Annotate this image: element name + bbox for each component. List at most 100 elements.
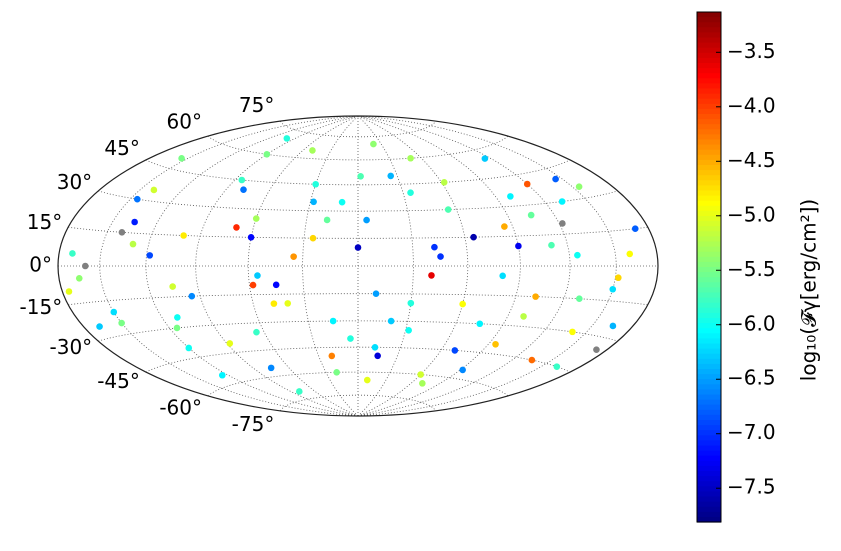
data-point (218, 371, 226, 379)
data-point (363, 216, 370, 224)
colorbar-segment (697, 363, 721, 370)
data-point (333, 369, 340, 376)
data-point (329, 317, 337, 325)
colorbar-segment (697, 170, 721, 176)
y-tick-label: -30° (50, 335, 93, 359)
colorbar-segment (697, 22, 721, 28)
colorbar-segment (697, 175, 721, 181)
data-point (180, 232, 187, 239)
colorbar-segment (697, 185, 721, 192)
data-point (387, 317, 395, 325)
colorbar-segment (697, 241, 721, 248)
colorbar-segment (697, 369, 721, 375)
colorbar-segment (697, 465, 721, 472)
data-point (118, 319, 125, 327)
data-point (238, 176, 246, 184)
data-point (129, 240, 137, 248)
data-point (312, 180, 319, 188)
colorbar-segment (697, 435, 721, 441)
colorbar-segment (697, 83, 721, 90)
colorbar-segment (697, 195, 721, 202)
colorbar-segment (697, 297, 721, 304)
data-point (131, 218, 138, 226)
data-point (626, 250, 634, 258)
colorbar-segment (697, 323, 721, 329)
data-point (437, 253, 444, 260)
colorbar-segment (697, 358, 721, 365)
data-point (440, 179, 448, 186)
data-point (309, 234, 317, 242)
colorbar-segment (697, 134, 721, 141)
data-point (552, 175, 559, 183)
colorbar-segment (697, 404, 721, 411)
colorbar-segment (697, 516, 721, 523)
grid-line (195, 115, 359, 417)
data-point (188, 292, 196, 300)
data-point (272, 281, 280, 289)
colorbar-segment (697, 379, 721, 385)
data-point (240, 186, 247, 193)
data-point (417, 371, 424, 378)
colorbar-tick-label: −6.0 (727, 311, 776, 335)
y-tick-label: -15° (20, 295, 63, 319)
y-tick-label: 30° (57, 170, 92, 194)
data-point (428, 272, 435, 279)
data-point (631, 225, 639, 233)
colorbar-segment (697, 445, 721, 452)
colorbar-segment (697, 129, 721, 135)
colorbar-segment (697, 328, 721, 334)
colorbar-segment (697, 384, 721, 390)
colorbar-segment (697, 119, 721, 125)
colorbar-segment (697, 374, 721, 380)
colorbar-segment (697, 190, 721, 197)
colorbar-segment (697, 12, 721, 18)
data-point (528, 356, 536, 364)
data-point (146, 252, 154, 259)
data-point (118, 229, 126, 236)
data-point (470, 233, 477, 241)
data-point (178, 155, 185, 162)
data-point (284, 300, 292, 307)
data-point (328, 352, 336, 360)
y-tick-label: 15° (27, 210, 62, 234)
colorbar-segment (697, 78, 721, 84)
data-point (169, 283, 176, 290)
colorbar-segment (697, 256, 721, 263)
data-point (363, 376, 371, 384)
colorbar-segment (697, 425, 721, 431)
colorbar-segment (697, 481, 721, 487)
data-point (270, 300, 278, 307)
colorbar-segment (697, 42, 721, 49)
colorbar-segment (697, 63, 721, 69)
colorbar-segment (697, 103, 721, 110)
data-point (185, 344, 193, 352)
data-point (233, 224, 240, 231)
data-point (576, 295, 583, 303)
data-point (310, 198, 317, 206)
data-point (253, 328, 260, 336)
data-point (354, 244, 362, 251)
data-point (515, 242, 522, 250)
data-point (374, 352, 381, 360)
y-tick-label: 45° (104, 136, 139, 160)
colorbar-segment (697, 27, 721, 33)
colorbar-segment (697, 312, 721, 319)
colorbar-segment (697, 343, 721, 350)
data-point (615, 274, 622, 282)
data-point (347, 335, 354, 342)
colorbar-tick-label: −4.5 (727, 148, 776, 172)
data-point (569, 328, 576, 336)
grid-line (247, 115, 359, 417)
colorbar-segment (697, 501, 721, 508)
colorbar-tick-label: −6.5 (727, 366, 776, 390)
colorbar-segment (697, 506, 721, 513)
data-point (609, 285, 617, 293)
data-point (150, 186, 158, 194)
data-point (323, 216, 331, 224)
grid-line (98, 190, 618, 212)
colorbar-segment (697, 231, 721, 237)
colorbar-segment (697, 491, 721, 498)
colorbar-segment (697, 440, 721, 447)
colorbar-segment (697, 471, 721, 477)
grid-line (302, 115, 359, 417)
